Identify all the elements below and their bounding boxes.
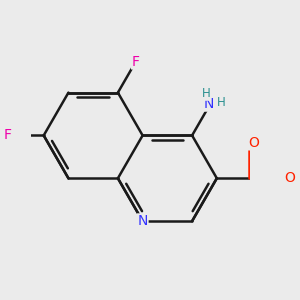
Text: F: F <box>4 128 12 142</box>
Text: N: N <box>203 97 214 111</box>
Text: O: O <box>248 136 260 150</box>
Text: N: N <box>137 214 148 228</box>
Text: O: O <box>284 171 295 185</box>
Text: H: H <box>217 96 226 109</box>
Text: H: H <box>202 87 210 100</box>
Text: F: F <box>132 55 140 69</box>
